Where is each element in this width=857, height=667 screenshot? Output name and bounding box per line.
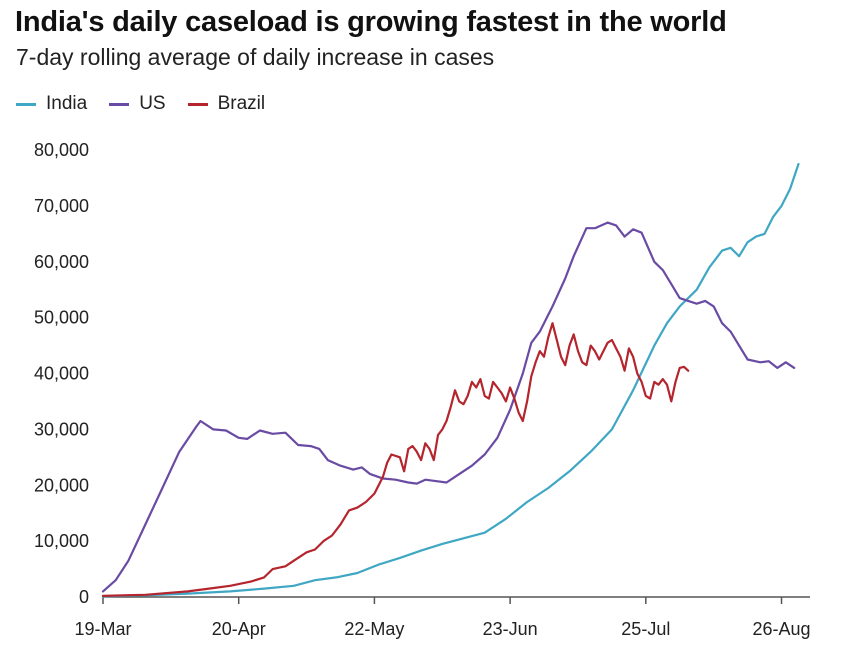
legend-label-india: India xyxy=(46,93,88,114)
legend-label-us: US xyxy=(139,93,166,114)
x-tick-label: 26-Aug xyxy=(752,619,810,639)
legend-item-brazil: Brazil xyxy=(187,93,266,115)
chart-subtitle: 7-day rolling average of daily increase … xyxy=(16,44,495,70)
legend-label-brazil: Brazil xyxy=(217,93,266,114)
series-line-brazil xyxy=(101,322,690,597)
series-line-us xyxy=(101,221,796,593)
x-axis: 19-Mar 20-Apr 22-May 23-Jun 25-Jul 26-Aug xyxy=(74,596,811,639)
legend: India US Brazil xyxy=(16,93,287,115)
legend-swatch-us xyxy=(109,102,130,106)
y-tick-label: 0 xyxy=(79,587,89,607)
y-tick-label: 60,000 xyxy=(34,252,89,272)
x-tick-label: 25-Jul xyxy=(621,619,670,639)
x-tick-label: 19-Mar xyxy=(74,619,131,639)
y-tick-label: 30,000 xyxy=(34,419,89,439)
x-tick-label: 22-May xyxy=(344,619,404,639)
y-tick-label: 10,000 xyxy=(34,531,89,551)
legend-item-india: India xyxy=(16,93,87,115)
y-tick-label: 40,000 xyxy=(34,364,89,384)
legend-item-us: US xyxy=(109,93,166,115)
y-tick-label: 70,000 xyxy=(34,196,89,216)
y-tick-label: 80,000 xyxy=(34,140,89,160)
chart-title: India's daily caseload is growing fastes… xyxy=(15,6,727,38)
y-tick-label: 20,000 xyxy=(34,475,89,495)
x-tick-label: 23-Jun xyxy=(483,619,538,639)
series-line-india xyxy=(101,162,800,598)
x-tick-label: 20-Apr xyxy=(212,619,266,639)
legend-swatch-brazil xyxy=(187,102,208,106)
series-lines xyxy=(101,162,800,598)
y-tick-label: 50,000 xyxy=(34,308,89,328)
legend-swatch-india xyxy=(16,102,36,106)
y-axis: 0 10,000 20,000 30,000 40,000 50,000 60,000 70,… xyxy=(34,140,89,607)
